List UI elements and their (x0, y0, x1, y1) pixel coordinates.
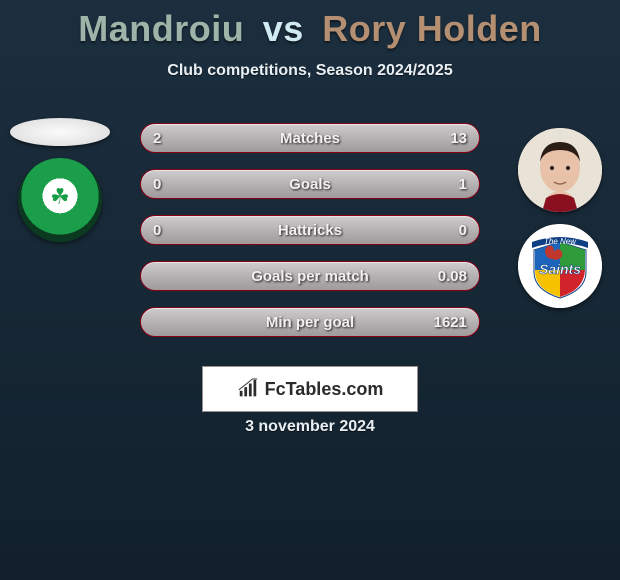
stat-p2-value: 0 (459, 222, 467, 239)
date-wrap: 3 november 2024 (0, 404, 620, 436)
subtitle: Club competitions, Season 2024/2025 (0, 62, 620, 80)
stat-p2-value: 0.08 (438, 268, 467, 285)
stat-row: 0 Goals 1 (140, 169, 480, 199)
stat-label: Goals (289, 176, 331, 193)
date-label: 3 november 2024 (0, 418, 620, 436)
stat-p1-value: 0 (153, 176, 161, 193)
shamrock-icon: ☘ (50, 184, 70, 210)
stat-p1-value: 2 (153, 130, 161, 147)
player1-name: Mandroiu (78, 8, 244, 49)
stat-row: Min per goal 1621 (140, 307, 480, 337)
page-title: Mandroiu vs Rory Holden (0, 8, 620, 50)
svg-text:The New: The New (544, 237, 577, 246)
bar-chart-icon (237, 378, 259, 400)
player2-club-crest: The New Saints (518, 224, 602, 308)
stat-p2-value: 1621 (434, 314, 467, 331)
stat-row: Goals per match 0.08 (140, 261, 480, 291)
player1-avatar-placeholder (10, 118, 110, 146)
player2-name: Rory Holden (322, 8, 542, 49)
stat-label: Hattricks (278, 222, 342, 239)
stat-p1-value: 0 (153, 222, 161, 239)
stat-row: 0 Hattricks 0 (140, 215, 480, 245)
player2-avatar (518, 128, 602, 212)
vs-label: vs (263, 8, 304, 49)
stat-label: Goals per match (251, 268, 369, 285)
right-column: The New Saints (510, 128, 610, 308)
stat-row: 2 Matches 13 (140, 123, 480, 153)
player1-club-crest: ☘ (18, 158, 102, 242)
stat-p2-value: 13 (450, 130, 467, 147)
face-icon (518, 128, 602, 212)
stat-label: Min per goal (266, 314, 354, 331)
stat-bars: 2 Matches 13 0 Goals 1 0 Hattricks 0 Goa… (140, 123, 480, 337)
svg-text:Saints: Saints (539, 261, 581, 277)
comparison-card: Mandroiu vs Rory Holden Club competition… (0, 0, 620, 580)
brand-text: FcTables.com (265, 379, 384, 400)
stat-p2-value: 1 (459, 176, 467, 193)
left-column: ☘ (10, 118, 110, 242)
stat-label: Matches (280, 130, 340, 147)
crest-icon: The New Saints (518, 224, 602, 308)
